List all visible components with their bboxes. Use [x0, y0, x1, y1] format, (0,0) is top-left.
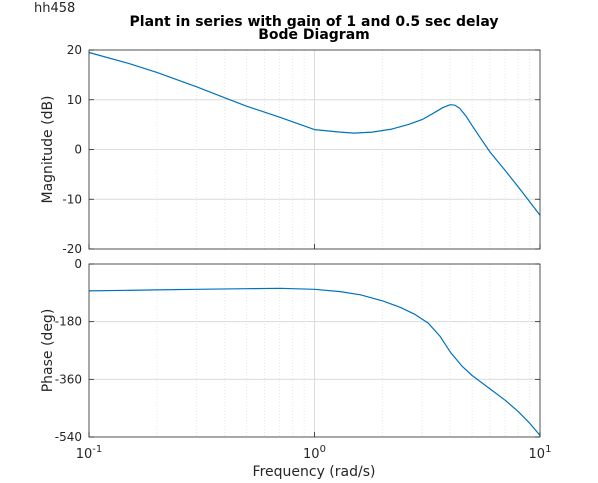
phase-y-tick-label: -360 [55, 372, 82, 386]
phase-y-tick-label: -540 [55, 430, 82, 444]
phase-y-axis-label: Phase (deg) [40, 309, 56, 393]
x-tick-label: 10-1 [76, 444, 103, 462]
magnitude-y-axis-label: Magnitude (dB) [40, 95, 56, 203]
figure-id-label: hh458 [34, 1, 76, 16]
phase-panel: 0 -180 -360 -540 Phase (deg) [40, 257, 541, 444]
x-axis-label: Frequency (rad/s) [253, 464, 376, 480]
chart-title: Plant in series with gain of 1 and 0.5 s… [130, 14, 499, 30]
phase-y-tick-label: -180 [55, 315, 82, 329]
magnitude-panel: 20 10 0 -10 -20 Magnitude (dB) [40, 43, 541, 256]
phase-y-tick-label: 0 [74, 257, 82, 271]
magnitude-y-tick-label: 10 [67, 93, 82, 107]
phase-curve [88, 287, 541, 436]
magnitude-y-tick-label: -20 [62, 242, 82, 256]
x-tick-label: 101 [529, 444, 552, 462]
magnitude-y-tick-label: 20 [67, 43, 82, 57]
x-tick-label: 100 [303, 444, 326, 462]
magnitude-curve [88, 51, 541, 216]
magnitude-y-tick-label: 0 [74, 143, 82, 157]
chart-subtitle: Bode Diagram [258, 27, 370, 43]
magnitude-y-tick-label: -10 [62, 192, 82, 206]
